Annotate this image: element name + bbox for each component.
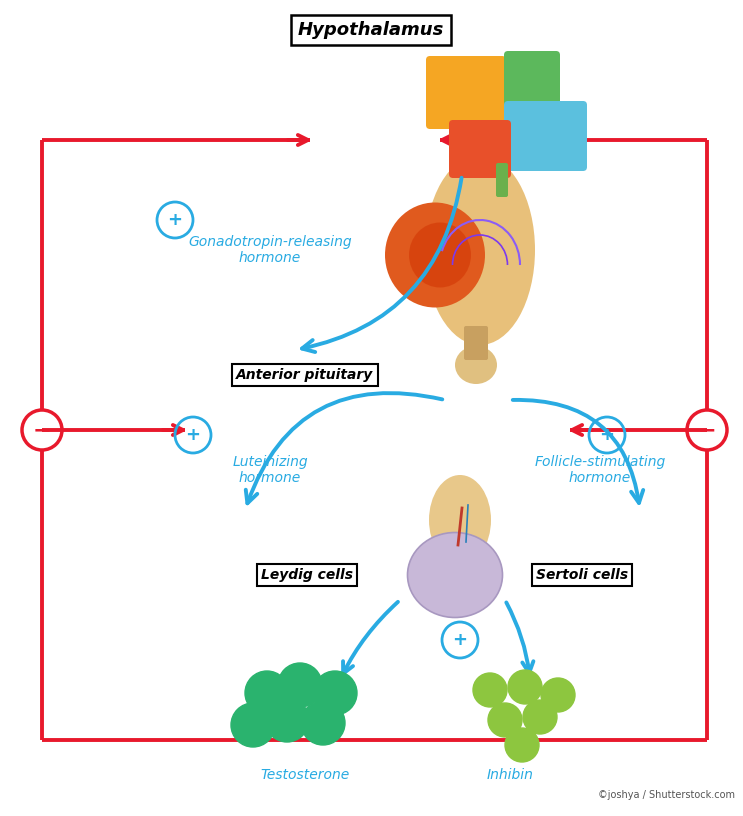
Text: Anterior pituitary: Anterior pituitary xyxy=(236,368,374,382)
Circle shape xyxy=(488,703,522,737)
FancyBboxPatch shape xyxy=(449,120,511,178)
FancyBboxPatch shape xyxy=(496,163,508,197)
FancyArrowPatch shape xyxy=(506,602,533,673)
Circle shape xyxy=(245,671,289,715)
Circle shape xyxy=(505,728,539,762)
Text: +: + xyxy=(600,426,614,444)
Ellipse shape xyxy=(425,155,535,345)
Circle shape xyxy=(301,701,345,745)
Text: ©joshya / Shutterstock.com: ©joshya / Shutterstock.com xyxy=(598,790,735,800)
Text: Testosterone: Testosterone xyxy=(260,768,350,782)
FancyBboxPatch shape xyxy=(504,51,560,107)
FancyBboxPatch shape xyxy=(504,101,587,171)
FancyArrowPatch shape xyxy=(246,393,442,503)
Text: Hypothalamus: Hypothalamus xyxy=(298,21,444,39)
Text: Luteinizing
hormone: Luteinizing hormone xyxy=(232,455,308,486)
Ellipse shape xyxy=(409,223,471,287)
Circle shape xyxy=(473,673,507,707)
Text: +: + xyxy=(452,631,467,649)
Circle shape xyxy=(541,678,575,712)
FancyArrowPatch shape xyxy=(513,400,643,503)
Text: Gonadotropin-releasing
hormone: Gonadotropin-releasing hormone xyxy=(188,235,352,265)
Ellipse shape xyxy=(385,202,485,308)
FancyArrowPatch shape xyxy=(343,602,398,673)
FancyBboxPatch shape xyxy=(464,326,488,360)
Ellipse shape xyxy=(407,533,502,618)
Text: +: + xyxy=(186,426,201,444)
FancyArrowPatch shape xyxy=(302,178,461,352)
Text: Follicle-stimulating
hormone: Follicle-stimulating hormone xyxy=(534,455,666,486)
Circle shape xyxy=(508,670,542,704)
Text: −: − xyxy=(33,420,51,440)
Circle shape xyxy=(231,703,275,747)
Circle shape xyxy=(265,698,309,742)
FancyBboxPatch shape xyxy=(426,56,506,129)
Text: Sertoli cells: Sertoli cells xyxy=(536,568,628,582)
Circle shape xyxy=(278,663,322,707)
Ellipse shape xyxy=(455,346,497,384)
Circle shape xyxy=(523,700,557,734)
Text: +: + xyxy=(167,211,183,229)
Text: Leydig cells: Leydig cells xyxy=(261,568,353,582)
Text: −: − xyxy=(698,420,716,440)
Ellipse shape xyxy=(429,475,491,565)
Text: Inhibin: Inhibin xyxy=(487,768,533,782)
Circle shape xyxy=(313,671,357,715)
